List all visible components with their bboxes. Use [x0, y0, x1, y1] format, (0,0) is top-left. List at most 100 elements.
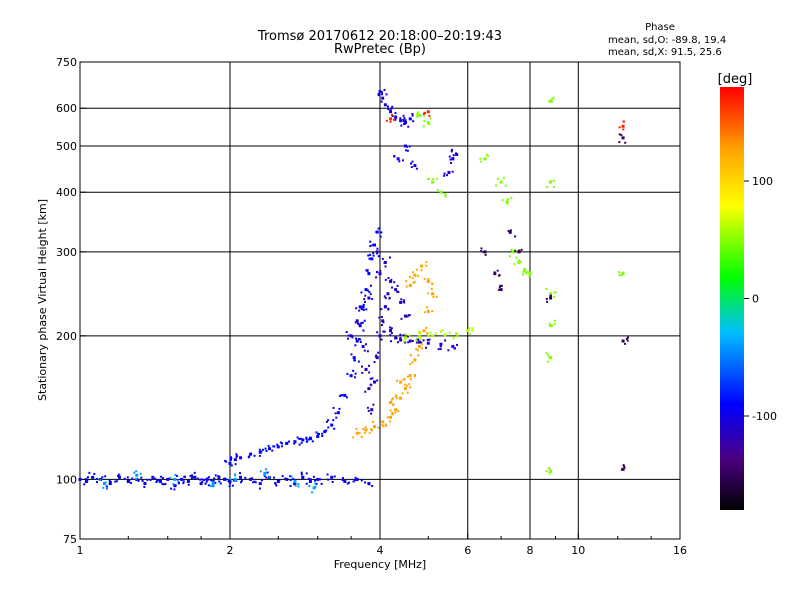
data-point [485, 153, 488, 156]
data-point [403, 121, 407, 125]
data-point [86, 479, 89, 482]
data-point [205, 477, 208, 480]
data-point [330, 423, 334, 427]
data-point [451, 344, 455, 348]
data-point [298, 443, 301, 446]
data-point [300, 473, 303, 476]
data-point [509, 231, 512, 234]
data-point [417, 335, 421, 339]
data-point [402, 114, 405, 117]
data-point [417, 111, 420, 114]
data-point [546, 185, 549, 188]
data-point [139, 472, 142, 475]
data-point [366, 269, 369, 272]
data-point [131, 477, 134, 480]
data-point [390, 398, 393, 401]
data-point [265, 476, 268, 479]
data-point [417, 354, 420, 357]
data-point [507, 198, 510, 201]
data-point [394, 288, 398, 292]
data-point [552, 179, 555, 182]
x-axis-label: Frequency [MHz] [334, 558, 426, 571]
data-point [207, 476, 210, 479]
data-point [499, 284, 502, 287]
colorbar-tick-label: 100 [752, 175, 773, 188]
data-point [417, 340, 421, 344]
data-point [369, 245, 372, 248]
data-point [305, 438, 308, 441]
data-point [618, 274, 621, 277]
data-point [384, 278, 387, 281]
data-point [225, 460, 228, 463]
data-point [621, 339, 625, 343]
data-point [352, 356, 356, 360]
data-point [451, 170, 454, 173]
data-point [618, 133, 621, 136]
data-point [239, 456, 243, 460]
data-point [167, 477, 170, 480]
data-point [415, 167, 418, 170]
data-point [373, 361, 376, 364]
data-point [128, 479, 131, 482]
data-point [423, 311, 426, 314]
data-point [371, 244, 374, 247]
data-point [392, 118, 395, 121]
data-point [343, 479, 347, 483]
data-point [140, 476, 143, 479]
data-point [496, 269, 499, 272]
data-point [258, 448, 261, 451]
data-point [378, 90, 381, 93]
data-point [427, 292, 430, 295]
data-point [545, 297, 548, 300]
data-point [361, 321, 364, 324]
data-point [426, 338, 429, 341]
data-point [135, 473, 139, 477]
data-point [173, 488, 176, 491]
data-point [383, 330, 386, 333]
data-point [355, 307, 358, 310]
data-point [518, 250, 521, 253]
data-point [260, 450, 263, 453]
data-point [399, 333, 402, 336]
data-point [367, 409, 370, 412]
data-point [415, 268, 418, 271]
data-point [622, 120, 625, 123]
data-point [338, 407, 341, 410]
data-point [456, 335, 459, 338]
data-point [361, 371, 364, 374]
data-point [316, 432, 319, 435]
data-point [626, 339, 629, 342]
data-point [444, 195, 447, 198]
data-point [399, 380, 403, 384]
data-point [553, 322, 556, 325]
data-point [399, 338, 403, 342]
data-point [363, 298, 366, 301]
data-point [299, 437, 302, 440]
data-point [229, 478, 232, 481]
data-point [437, 348, 440, 351]
data-point [423, 277, 426, 280]
data-point [366, 406, 369, 409]
data-point [506, 199, 509, 202]
data-point [212, 481, 215, 484]
data-point [157, 479, 160, 482]
data-point [341, 394, 344, 397]
data-point [326, 473, 329, 476]
data-point [193, 475, 197, 479]
data-point [109, 480, 112, 483]
data-point [398, 160, 401, 163]
data-point [432, 295, 435, 298]
data-point [92, 476, 95, 479]
data-point [281, 475, 284, 478]
chart-title: Tromsø 20170612 20:18:00–20:19:43 [257, 29, 502, 44]
data-point [327, 419, 330, 422]
data-point [390, 278, 393, 281]
data-point [393, 281, 396, 284]
data-point [362, 428, 365, 431]
data-point [360, 291, 363, 294]
data-point [403, 337, 406, 340]
data-point [545, 287, 548, 290]
data-point [143, 481, 146, 484]
data-point [377, 426, 380, 429]
data-point [448, 331, 451, 334]
